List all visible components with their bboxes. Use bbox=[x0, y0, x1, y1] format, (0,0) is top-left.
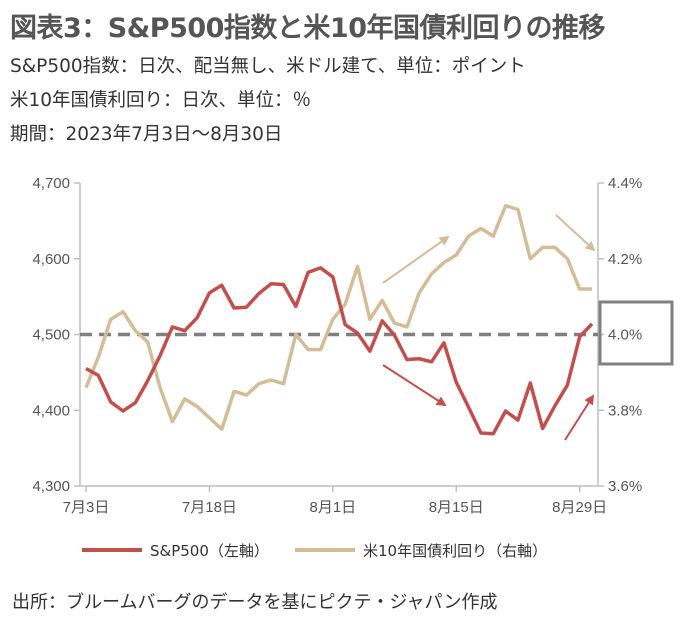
right-axis-tick-label: 4.2% bbox=[608, 251, 642, 268]
sp500-series-line bbox=[85, 266, 594, 436]
subtitle-yield: 米10年国債利回り：日次、単位：％ bbox=[10, 90, 312, 111]
highlight-box-4pct bbox=[598, 300, 674, 366]
sp500-up-arrow bbox=[564, 394, 595, 441]
x-axis-tick-label: 8月29日 bbox=[552, 499, 607, 516]
left-axis-tick-label: 4,700 bbox=[32, 175, 70, 192]
left-axis-tick-label: 4,500 bbox=[32, 327, 70, 344]
chart-title: 図表3：S&P500指数と米10年国債利回りの推移 bbox=[10, 13, 606, 44]
subtitle-sp500: S&P500指数：日次、配当無し、米ドル建て、単位：ポイント bbox=[10, 56, 526, 77]
yield-series-line bbox=[84, 203, 592, 431]
x-axis-tick-label: 8月15日 bbox=[429, 499, 484, 516]
x-axis-tick-label: 7月18日 bbox=[182, 499, 237, 516]
source-note: 出所：ブルームバーグのデータを基にピクテ・ジャパン作成 bbox=[12, 592, 498, 613]
subtitle-period: 期間：2023年7月3日～8月30日 bbox=[10, 124, 283, 145]
right-axis-tick-label: 3.8% bbox=[608, 402, 642, 419]
right-axis-tick-label: 4.4% bbox=[608, 175, 642, 192]
trend-arrows bbox=[382, 214, 596, 441]
right-axis-tick-label: 4.0% bbox=[608, 327, 642, 344]
series-layer bbox=[80, 203, 674, 436]
right-axis-tick-label: 3.6% bbox=[608, 478, 642, 495]
left-axis-tick-label: 4,400 bbox=[32, 402, 70, 419]
chart-axes: 4,300 3.6% 4,400 3.8% 4,500 4.0% 4,600 4.2% 4,70… bbox=[32, 175, 642, 516]
x-axis-tick-label: 8月1日 bbox=[309, 499, 356, 516]
left-axis-tick-label: 4,600 bbox=[32, 251, 70, 268]
yield-down-arrow bbox=[555, 214, 596, 252]
left-axis-tick-label: 4,300 bbox=[32, 478, 70, 495]
yield-up-arrow bbox=[382, 235, 450, 284]
legend: S&P500（左軸） 米10年国債利回り（右軸） bbox=[82, 542, 547, 560]
legend-label-sp500: S&P500（左軸） bbox=[150, 542, 269, 560]
x-axis-tick-label: 7月3日 bbox=[63, 499, 110, 516]
sp500-down-arrow bbox=[382, 364, 447, 407]
legend-label-yield: 米10年国債利回り（右軸） bbox=[363, 542, 547, 560]
